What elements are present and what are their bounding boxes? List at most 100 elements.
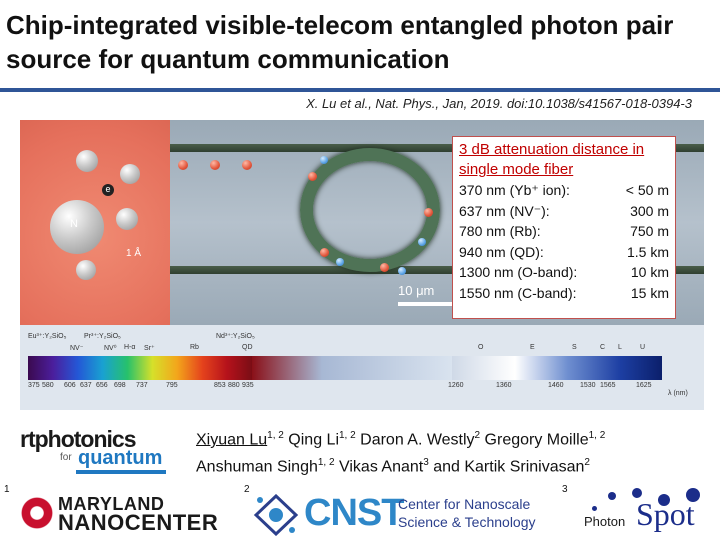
tick-label: 698 [114,382,126,389]
affiliation-mark: 2 [584,457,590,469]
author-line-2: Anshuman Singh1, 2 Vikas Anant3 and Kart… [196,451,716,478]
affiliation-mark: 1, 2 [317,457,335,469]
distance-value: 300 m [630,202,669,219]
carbon-atom [76,260,96,280]
maryland-nanocenter-logo: MARYLAND NANOCENTER [16,494,231,540]
band-label: E [530,344,535,351]
affiliation-mark: 2 [474,430,481,441]
emitter-label: Rb [190,344,199,351]
band-label: L [618,344,622,351]
wavelength-label: 940 nm (QD): [459,243,544,260]
atom-label-n: N [70,218,78,230]
photon-red-dot [242,160,252,170]
axis-label: λ (nm) [668,390,688,397]
cnst-subtitle-2: Science & Technology [398,514,536,530]
photon-dot-icon [632,488,642,498]
photon-blue-dot [398,267,406,275]
tick-label: 580 [42,382,54,389]
band-label: U [640,344,646,351]
wavelength-label: 370 nm (Yb⁺ ion): [459,182,570,198]
emitter-label: Eu³⁺:Y₂SiO₅ [28,333,67,340]
scale-bar-label: 10 μm [398,283,435,298]
attenuation-row: 940 nm (QD): 1.5 km [459,242,669,263]
rt-logo-quantum: quantum [78,447,163,469]
maryland-wordmark: MARYLAND [58,494,165,514]
photon-blue-dot [336,258,344,266]
tick-label: 637 [80,382,92,389]
tick-label: 737 [136,382,148,389]
tick-label: 656 [96,382,108,389]
photon-red-dot [308,172,317,181]
photon-dot-icon [608,492,616,500]
slide-title: Chip-integrated visible-telecom entangle… [6,10,674,74]
affiliation-number: 2 [244,484,250,495]
photon-red-dot [424,208,433,217]
emitter-label: NV⁻ [70,345,84,352]
photon-red-dot [320,248,329,257]
photon-blue-dot [320,156,328,164]
attenuation-row: 1300 nm (O-band): 10 km [459,262,669,283]
tick-label: 880 [228,382,240,389]
tick-label: 1625 [636,382,652,389]
author-name: Vikas Anant [334,458,424,476]
band-label: C [600,344,606,351]
telecom-band [452,356,662,380]
photon-red-dot [210,160,220,170]
tick-label: 935 [242,382,254,389]
emitter-label: Pr³⁺:Y₂SiO₅ [84,333,121,340]
scale-bar [398,302,456,306]
tick-label: 1260 [448,382,464,389]
emitter-label: QD [242,344,253,351]
wavelength-label: 637 nm (NV⁻): [459,202,550,219]
attenuation-info-box: 3 dB attenuation distance in single mode… [452,136,676,319]
affiliation-mark: 1, 2 [267,430,284,441]
spot-wordmark: Spot [636,496,695,532]
author-name: Anshuman Singh [196,458,318,476]
carbon-atom [116,208,138,230]
band-label: S [572,344,577,351]
emitter-label: Sr⁺ [144,345,155,352]
wavelength-label: 1550 nm (C-band): [459,284,577,301]
near-ir-band [252,356,452,380]
photon-wordmark: Photon [584,514,626,529]
band-label: O [478,344,484,351]
distance-value: 1.5 km [626,243,669,260]
tick-label: 1460 [548,382,564,389]
photon-dot-icon [592,506,597,511]
waveguide-top [170,144,704,152]
affiliation-mark: 1, 2 [339,430,356,441]
affiliation-number: 3 [562,484,568,495]
author-name: Daron A. Westly [355,431,475,449]
distance-value: 10 km [630,264,669,280]
maryland-ring-icon [20,496,54,530]
attenuation-row: 370 nm (Yb⁺ ion): < 50 m [459,180,669,201]
wavelength-label: 1300 nm (O-band): [459,264,578,280]
affiliation-mark: 1, 2 [588,430,606,441]
author-line-1: Xiyuan Lu1, 2 Qing Li1, 2 Daron A. Westl… [196,424,716,451]
nitrogen-atom [50,200,104,254]
tick-label: 1360 [496,382,512,389]
photon-red-dot [178,160,188,170]
citation: X. Lu et al., Nat. Phys., Jan, 2019. doi… [306,96,692,111]
distance-value: 750 m [630,223,669,239]
cnst-logo: CNST Center for Nanoscale Science & Tech… [252,492,548,540]
emitter-label: H-α [124,344,136,351]
emitter-label: Nd³⁺:Y₂SiO₅ [216,333,255,340]
waveguide-bottom [170,266,704,274]
carbon-atom [120,164,140,184]
author-name: Gregory Moille [480,431,589,449]
cnst-mark-icon [253,494,299,536]
rt-logo-for: for [60,452,72,463]
photon-dot-icon [686,488,700,502]
author-name: and Kartik Srinivasan [428,458,585,476]
wavelength-ticks: 375 580 606 637 656 698 737 795 853 880 … [20,382,704,396]
visible-spectrum-band [28,356,252,380]
title-divider [0,88,720,92]
affiliation-number: 1 [4,484,10,495]
distance-value: < 50 m [625,182,669,198]
photon-spot-logo: Photon Spot [562,486,718,540]
attenuation-row: 637 nm (NV⁻): 300 m [459,201,669,222]
affiliation-mark: 3 [423,457,429,469]
photon-red-dot [380,263,389,272]
carbon-atom [76,150,98,172]
